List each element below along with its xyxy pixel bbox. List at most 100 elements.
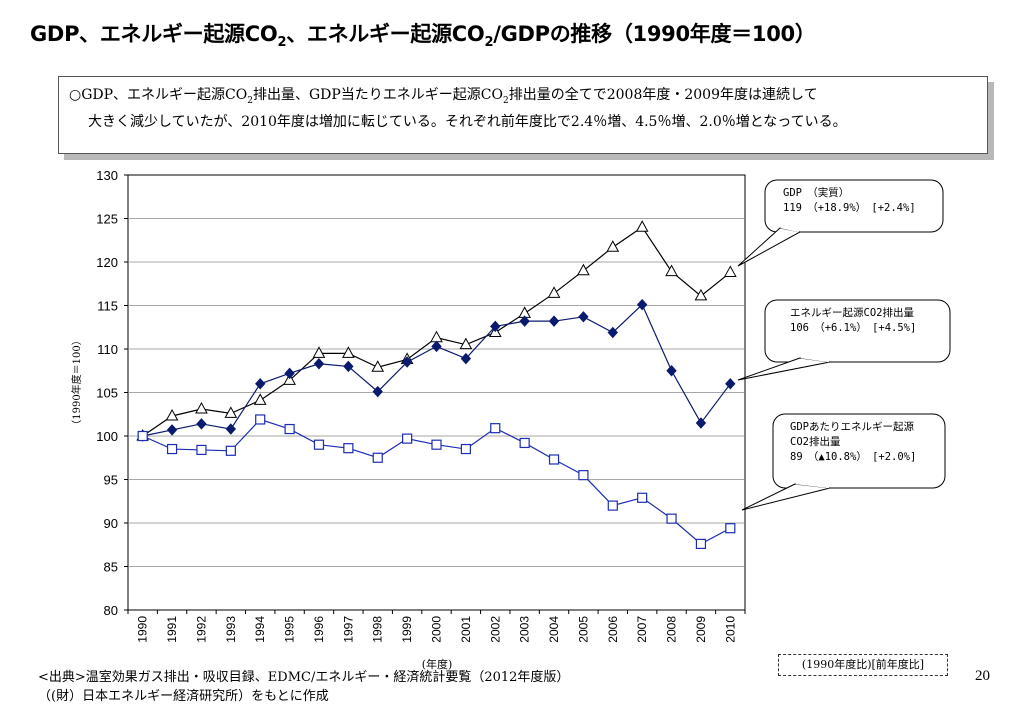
co2-point xyxy=(666,365,677,377)
co2-per-gdp-point xyxy=(372,452,383,463)
x-tick-label: 1992 xyxy=(194,616,208,643)
x-tick-label: 2006 xyxy=(606,616,620,643)
gdp-point xyxy=(547,286,561,298)
gdp-point xyxy=(312,346,326,358)
co2-point xyxy=(343,360,354,373)
x-tick-label: 2007 xyxy=(635,616,649,643)
y-axis-label: （1990年度＝100） xyxy=(70,335,83,430)
callout-text: CO2排出量 xyxy=(790,435,841,448)
co2-point xyxy=(284,367,295,380)
co2-per-gdp-point xyxy=(313,439,325,450)
gdp-point xyxy=(342,346,355,358)
callout-text: GDPあたりエネルギー起源 xyxy=(790,420,914,433)
callout-pointer-joint xyxy=(800,355,830,363)
co2-per-gdp-point xyxy=(225,445,236,456)
x-tick-label: 1998 xyxy=(371,616,385,643)
x-tick-label: 1996 xyxy=(312,616,326,643)
co2-point xyxy=(490,320,501,333)
gdp-point xyxy=(371,360,385,372)
co2-point xyxy=(460,352,472,365)
co2-per-gdp-point xyxy=(666,513,677,524)
x-tick-label: 2002 xyxy=(488,616,502,643)
x-tick-label: 2003 xyxy=(518,616,532,643)
x-tick-label: 1999 xyxy=(400,616,414,643)
y-tick-label: 125 xyxy=(96,212,118,227)
gdp-point xyxy=(635,220,649,232)
summary-line-2: 大きく減少していたが、2010年度は増加に転じている。それぞれ前年度比で2.4％… xyxy=(88,113,847,130)
gdp-point xyxy=(606,240,620,252)
gdp-point xyxy=(195,401,208,414)
co2-point xyxy=(578,311,589,323)
y-tick-label: 85 xyxy=(104,560,118,575)
co2-per-gdp-point xyxy=(284,423,295,435)
summary-line-1: ○GDP、エネルギー起源CO2排出量、GDP当たりエネルギー起源CO2排出量の全… xyxy=(69,87,818,106)
gdp-point xyxy=(459,337,473,350)
gdp-point xyxy=(283,373,296,385)
y-tick-label: 120 xyxy=(96,255,118,270)
co2-point xyxy=(519,315,530,327)
callout-pointer-joint xyxy=(780,225,800,233)
callout-text: 119 （+18.9%） [+2.4%] xyxy=(783,202,916,214)
co2-per-gdp-point xyxy=(725,523,736,534)
y-tick-label: 100 xyxy=(96,429,118,444)
y-tick-label: 130 xyxy=(96,168,118,183)
co2-per-gdp-point xyxy=(578,470,589,481)
x-tick-label: 2005 xyxy=(576,616,590,643)
co2-point xyxy=(372,385,383,398)
x-tick-label: 2009 xyxy=(694,616,708,643)
co2-per-gdp-point xyxy=(548,454,560,465)
x-tick-label: 2004 xyxy=(547,616,561,643)
callout-pointer xyxy=(737,227,802,267)
gdp-point xyxy=(165,408,179,421)
co2-point xyxy=(725,378,736,390)
y-tick-label: 115 xyxy=(97,299,118,314)
line-chart: 80 85 90 95 100 105 110 115 120 125 130 1990 1991 199… xyxy=(70,168,951,670)
x-tick-label: 2010 xyxy=(723,616,737,643)
x-tick-label: 2008 xyxy=(665,616,679,643)
summary-box: ○GDP、エネルギー起源CO2排出量、GDP当たりエネルギー起源CO2排出量の全… xyxy=(58,76,988,154)
co2-per-gdp-point xyxy=(196,444,207,456)
callout-bubble xyxy=(764,179,944,233)
legend-note: (1990年度比)[前年度比] xyxy=(778,654,948,676)
source-note: <出典>温室効果ガス排出・吸収目録、EDMC/エネルギー・経済統計要覧（2012… xyxy=(38,670,570,704)
x-tick-label: 1994 xyxy=(253,616,267,643)
y-tick-label: 90 xyxy=(104,516,118,531)
x-tick-label: 1997 xyxy=(341,616,355,643)
co2-per-gdp-point xyxy=(402,433,413,444)
co2-point xyxy=(401,356,413,368)
co2-point xyxy=(636,298,648,311)
co2-per-gdp-point xyxy=(137,430,148,442)
callout-text: 106 （+6.1%） [+4.5%] xyxy=(790,322,916,334)
x-tick-label: 1995 xyxy=(283,616,297,643)
page-title: GDP、エネルギー起源CO2、エネルギー起源CO2/GDPの推移（1990年度＝… xyxy=(30,22,816,51)
co2-per-gdp-point xyxy=(255,414,266,425)
callout-pointer-joint xyxy=(795,481,830,489)
co2-point xyxy=(695,417,707,429)
y-tick-label: 80 xyxy=(104,603,118,618)
x-axis-label: (年度) xyxy=(422,657,453,670)
y-tick-label: 110 xyxy=(97,342,118,357)
gdp-point xyxy=(665,264,678,277)
callout-text: GDP （実質） xyxy=(783,186,849,199)
co2-point xyxy=(255,378,266,390)
co2-point xyxy=(548,315,560,327)
callout-pointer xyxy=(741,483,831,511)
co2-point xyxy=(431,340,442,353)
gdp-point xyxy=(723,265,737,277)
co2-point xyxy=(225,423,237,435)
co2-per-gdp-point xyxy=(460,443,471,455)
co2-per-gdp-point xyxy=(637,492,648,503)
co2-per-gdp-point xyxy=(607,500,618,511)
co2-per-gdp-point xyxy=(166,443,178,455)
gdp-point xyxy=(253,393,267,405)
x-tick-label: 1993 xyxy=(224,616,238,643)
callout-text: 89 （▲10.8%） [+2.0%] xyxy=(790,451,916,463)
co2-per-gdp-point xyxy=(519,437,530,449)
co2-point xyxy=(166,424,178,436)
co2-per-gdp-point xyxy=(343,443,354,454)
co2-per-gdp-point xyxy=(490,423,501,434)
callout-text: エネルギー起源CO2排出量 xyxy=(790,306,914,319)
co2-point xyxy=(313,358,325,370)
callout-bubble xyxy=(764,299,951,363)
x-tick-label: 1990 xyxy=(136,616,150,643)
